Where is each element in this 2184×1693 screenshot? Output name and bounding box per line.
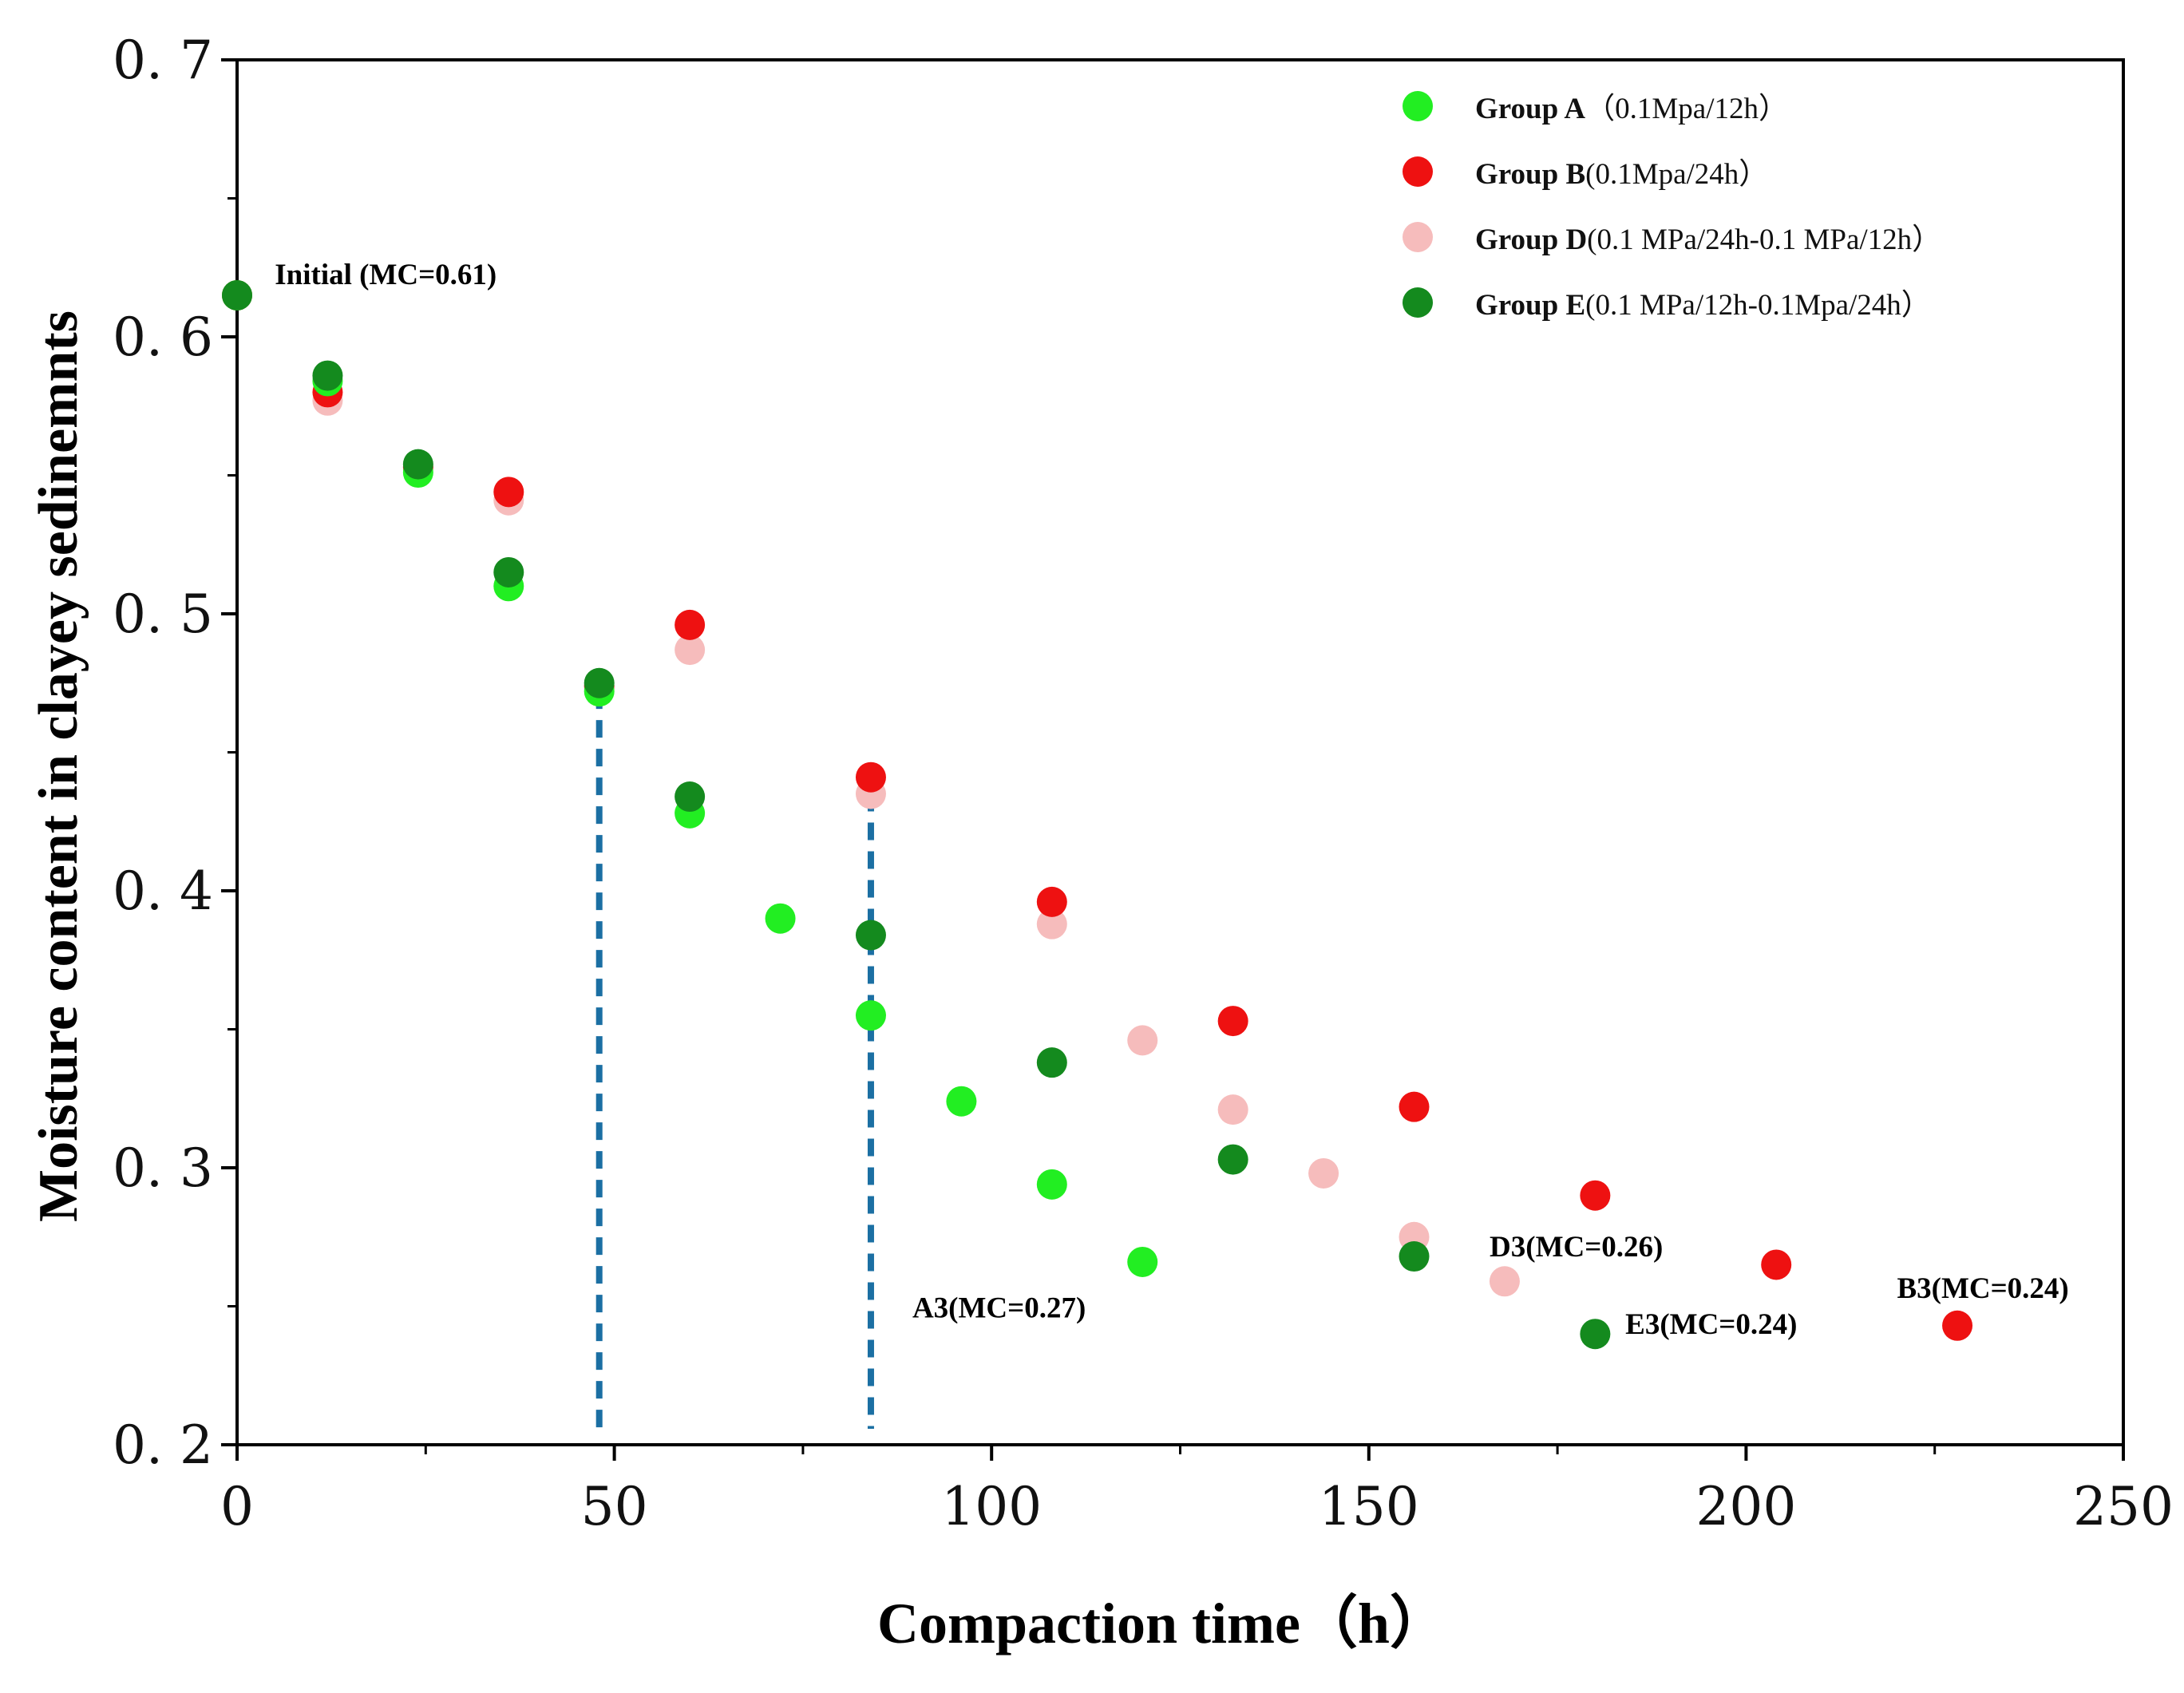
group-e-point xyxy=(493,556,524,587)
annotation-label: A3(MC=0.27) xyxy=(912,1292,1086,1324)
group-b-point xyxy=(493,477,524,508)
group-b-point xyxy=(1217,1006,1248,1037)
legend-condition: (0.1 MPa/24h-0.1 MPa/12h） xyxy=(1587,223,1941,256)
group-b-point xyxy=(1580,1180,1611,1211)
axis-ticks: 0 50 100 150 200 250 0. 2 0. 3 0. 4 0. 5 0. 6 0. 7 xyxy=(113,30,2174,1537)
group-e-point xyxy=(1217,1144,1248,1175)
annotation-label: E3(MC=0.24) xyxy=(1625,1308,1797,1341)
legend-marker-group-d xyxy=(1403,222,1433,252)
x-tick-label: 250 xyxy=(2073,1476,2174,1537)
legend-group-name: Group E xyxy=(1475,289,1585,322)
group-e-point xyxy=(675,781,706,813)
group-a-point xyxy=(765,903,796,934)
group-d-point xyxy=(1036,908,1067,939)
group-b-point xyxy=(675,609,706,640)
annotation-label: D3(MC=0.26) xyxy=(1490,1231,1663,1264)
data-points xyxy=(222,279,1973,1350)
legend-condition: (0.1 MPa/12h-0.1Mpa/24h） xyxy=(1585,289,1931,322)
y-tick-label: 0. 3 xyxy=(113,1137,213,1199)
annotation-label: B3(MC=0.24) xyxy=(1897,1272,2068,1305)
group-b-point xyxy=(1399,1091,1430,1122)
x-axis-title: Compaction time（h） xyxy=(877,1592,1447,1655)
legend-label-group-e: Group E(0.1 MPa/12h-0.1Mpa/24h） xyxy=(1475,289,1931,322)
group-e-point xyxy=(1399,1241,1430,1272)
group-d-point xyxy=(1308,1157,1339,1189)
group-e-point xyxy=(855,920,886,951)
group-e-point xyxy=(584,667,615,698)
group-d-point xyxy=(1217,1094,1248,1125)
group-e-point xyxy=(1580,1319,1611,1350)
legend-condition: (0.1Mpa/24h） xyxy=(1585,158,1768,191)
group-a-point xyxy=(1127,1246,1158,1277)
x-tick-label: 200 xyxy=(1695,1476,1796,1537)
group-e-point xyxy=(1036,1047,1067,1078)
legend-group-name: Group B xyxy=(1475,158,1585,191)
x-tick-label: 50 xyxy=(581,1476,648,1537)
x-tick-label: 0 xyxy=(220,1476,254,1537)
y-axis-title: Moisture content in clayey sedinemnts xyxy=(28,311,89,1222)
group-b-point xyxy=(1036,886,1067,917)
group-e-point xyxy=(312,360,343,391)
group-b-point xyxy=(855,761,886,793)
y-tick-label: 0. 4 xyxy=(113,860,213,922)
legend-marker-group-a xyxy=(1403,91,1433,121)
y-tick-label: 0. 2 xyxy=(113,1414,213,1476)
legend: Group A（0.1Mpa/12h）Group B(0.1Mpa/24h）Gr… xyxy=(1403,91,1941,322)
legend-condition: （0.1Mpa/12h） xyxy=(1585,93,1788,125)
group-e-point xyxy=(222,279,252,311)
group-e-point xyxy=(402,449,433,480)
y-tick-label: 0. 6 xyxy=(113,307,213,368)
group-a-point xyxy=(946,1086,977,1117)
legend-group-name: Group A xyxy=(1475,93,1585,125)
group-b-point xyxy=(1761,1249,1792,1280)
annotation-label: Initial (MC=0.61) xyxy=(275,259,497,291)
legend-group-name: Group D xyxy=(1475,223,1587,256)
group-a-point xyxy=(1036,1169,1067,1200)
reference-lines xyxy=(595,691,874,1429)
legend-label-group-d: Group D(0.1 MPa/24h-0.1 MPa/12h） xyxy=(1475,223,1941,256)
x-tick-label: 150 xyxy=(1319,1476,1419,1537)
y-tick-label: 0. 7 xyxy=(113,30,213,91)
legend-label-group-a: Group A（0.1Mpa/12h） xyxy=(1475,93,1788,125)
legend-marker-group-e xyxy=(1403,287,1433,318)
group-a-point xyxy=(855,1000,886,1031)
annotations: Initial (MC=0.61) A3(MC=0.27) D3(MC=0.26) E… xyxy=(275,259,2068,1341)
group-d-point xyxy=(675,635,706,666)
group-b-point xyxy=(1942,1310,1973,1341)
legend-label-group-b: Group B(0.1Mpa/24h） xyxy=(1475,158,1768,191)
y-tick-label: 0. 5 xyxy=(113,583,213,645)
group-d-point xyxy=(1127,1025,1158,1056)
group-d-point xyxy=(1489,1266,1520,1297)
x-tick-label: 100 xyxy=(941,1476,1042,1537)
legend-marker-group-b xyxy=(1403,156,1433,187)
